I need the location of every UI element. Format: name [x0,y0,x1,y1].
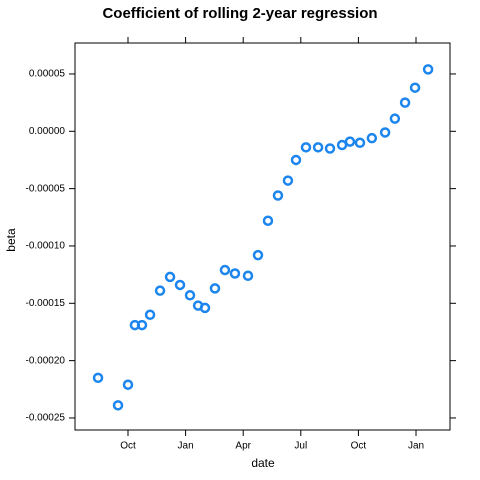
point [174,279,186,291]
x-tick-label: Oct [351,441,367,452]
x-tick-label: Jan [178,441,194,452]
point [366,132,378,144]
point [272,190,284,201]
y-tick-label: -0.00010 [26,241,66,252]
point [354,137,366,149]
point [324,143,336,154]
point [136,319,148,331]
x-tick-label: Jan [408,441,424,452]
point [262,215,274,226]
point [184,290,196,301]
point [344,136,356,147]
y-tick-label: 0.00000 [29,126,66,137]
point [92,372,104,384]
point [379,127,391,138]
y-tick-label: -0.00015 [26,298,66,309]
point [409,82,421,93]
point [282,175,294,186]
point [209,283,221,294]
point [144,309,156,321]
plot-frame [74,42,451,431]
point [252,249,264,261]
chart-title: Coefficient of rolling 2-year regression [102,5,377,22]
point [290,154,302,166]
point [300,142,312,153]
point [242,270,254,282]
y-tick-label: -0.00025 [26,413,66,424]
point [389,113,401,124]
x-axis-label: date [251,456,275,470]
point [164,271,176,283]
point [399,97,411,108]
point [312,142,324,153]
point [122,379,134,390]
point [199,302,211,314]
point [422,64,434,75]
point [154,285,166,296]
y-tick-label: -0.00005 [26,183,66,194]
x-tick-label: Oct [120,441,136,452]
y-axis-label: beta [4,228,18,252]
point [112,400,124,411]
y-tick-label: 0.00005 [29,69,66,80]
x-tick-label: Jul [294,441,307,452]
y-tick-label: -0.00020 [26,355,66,366]
point [229,268,241,279]
x-tick-label: Apr [235,441,251,452]
point [219,264,231,276]
